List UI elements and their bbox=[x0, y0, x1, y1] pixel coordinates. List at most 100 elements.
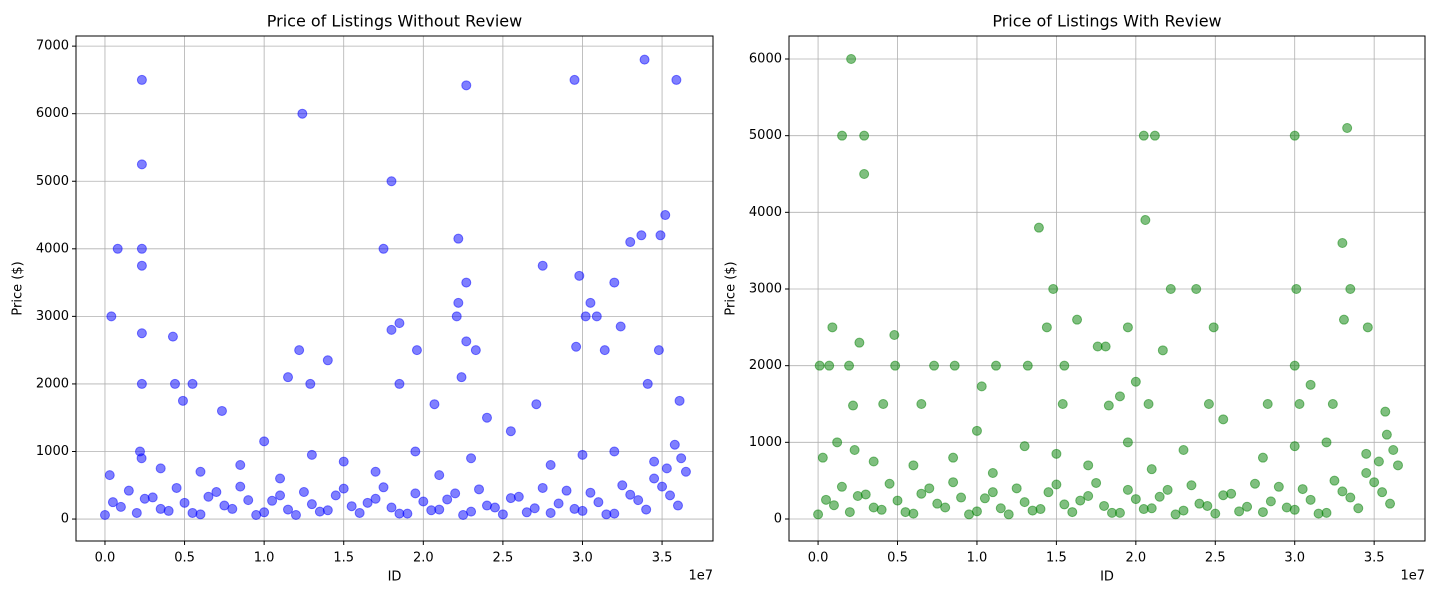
point bbox=[836, 481, 847, 492]
point bbox=[1122, 484, 1133, 495]
point bbox=[370, 493, 381, 504]
point bbox=[1294, 398, 1305, 409]
point bbox=[456, 372, 467, 383]
point bbox=[1140, 214, 1151, 225]
point bbox=[461, 336, 472, 347]
point bbox=[386, 324, 397, 335]
point bbox=[1143, 398, 1154, 409]
point bbox=[267, 495, 278, 506]
point bbox=[569, 74, 580, 85]
point bbox=[1388, 444, 1399, 455]
point bbox=[1377, 487, 1388, 498]
x-axis-label: ID bbox=[1100, 570, 1114, 585]
point bbox=[1048, 283, 1059, 294]
point bbox=[657, 481, 668, 492]
point bbox=[1262, 398, 1273, 409]
point bbox=[410, 446, 421, 457]
point bbox=[394, 508, 405, 519]
point bbox=[378, 482, 389, 493]
point bbox=[545, 507, 556, 518]
point bbox=[924, 483, 935, 494]
point bbox=[844, 360, 855, 371]
y-tick-label: 3000 bbox=[36, 309, 69, 324]
plot-area bbox=[789, 36, 1425, 541]
point bbox=[561, 485, 572, 496]
point bbox=[505, 426, 516, 437]
point bbox=[171, 482, 182, 493]
point bbox=[322, 355, 333, 366]
point bbox=[948, 452, 959, 463]
point bbox=[136, 159, 147, 170]
point bbox=[948, 477, 959, 488]
point bbox=[1353, 503, 1364, 514]
point bbox=[908, 460, 919, 471]
point bbox=[219, 500, 230, 511]
x-tick-label: 3.5 bbox=[652, 551, 673, 566]
point bbox=[599, 345, 610, 356]
y-tick-label: 6000 bbox=[749, 51, 782, 66]
point bbox=[1345, 283, 1356, 294]
point bbox=[418, 496, 429, 507]
point bbox=[338, 456, 349, 467]
point bbox=[187, 378, 198, 389]
point bbox=[814, 360, 825, 371]
point bbox=[615, 321, 626, 332]
point bbox=[854, 337, 865, 348]
point bbox=[1067, 507, 1078, 518]
plot-area bbox=[76, 36, 713, 541]
point bbox=[1003, 509, 1014, 520]
point bbox=[211, 487, 222, 498]
point bbox=[824, 360, 835, 371]
point bbox=[1011, 483, 1022, 494]
point bbox=[1265, 496, 1276, 507]
point bbox=[330, 490, 341, 501]
point bbox=[868, 456, 879, 467]
point bbox=[849, 444, 860, 455]
point bbox=[844, 507, 855, 518]
x-tick-label: 2.5 bbox=[1205, 551, 1226, 566]
point bbox=[290, 509, 301, 520]
point bbox=[283, 504, 294, 515]
point bbox=[964, 509, 975, 520]
point bbox=[1257, 507, 1268, 518]
y-tick-label: 4000 bbox=[749, 205, 782, 220]
y-tick-label: 0 bbox=[61, 512, 69, 527]
point bbox=[827, 322, 838, 333]
point bbox=[1022, 360, 1033, 371]
point bbox=[1202, 500, 1213, 511]
point bbox=[661, 463, 672, 474]
point bbox=[170, 378, 181, 389]
x-tick-label: 2.0 bbox=[1125, 551, 1146, 566]
x-tick-label: 0.5 bbox=[887, 551, 908, 566]
point bbox=[1208, 322, 1219, 333]
point bbox=[884, 478, 895, 489]
point bbox=[529, 503, 540, 514]
point bbox=[1191, 283, 1202, 294]
point bbox=[859, 130, 870, 141]
point bbox=[259, 436, 270, 447]
point bbox=[1091, 477, 1102, 488]
point bbox=[453, 233, 464, 244]
point bbox=[177, 395, 188, 406]
x-tick-label: 1.5 bbox=[333, 551, 354, 566]
point bbox=[889, 329, 900, 340]
point bbox=[591, 311, 602, 322]
point bbox=[553, 498, 564, 509]
point bbox=[1305, 379, 1316, 390]
y-tick-label: 2000 bbox=[36, 376, 69, 391]
point bbox=[115, 501, 126, 512]
point bbox=[298, 487, 309, 498]
point bbox=[489, 502, 500, 513]
point bbox=[1099, 500, 1110, 511]
point bbox=[1130, 376, 1141, 387]
point bbox=[1100, 341, 1111, 352]
point bbox=[916, 398, 927, 409]
point bbox=[306, 449, 317, 460]
point bbox=[669, 439, 680, 450]
x-offset-label: 1e7 bbox=[1400, 569, 1425, 584]
point bbox=[1130, 494, 1141, 505]
point bbox=[1289, 441, 1300, 452]
point bbox=[956, 492, 967, 503]
point bbox=[411, 345, 422, 356]
x-tick-label: 3.0 bbox=[572, 551, 593, 566]
